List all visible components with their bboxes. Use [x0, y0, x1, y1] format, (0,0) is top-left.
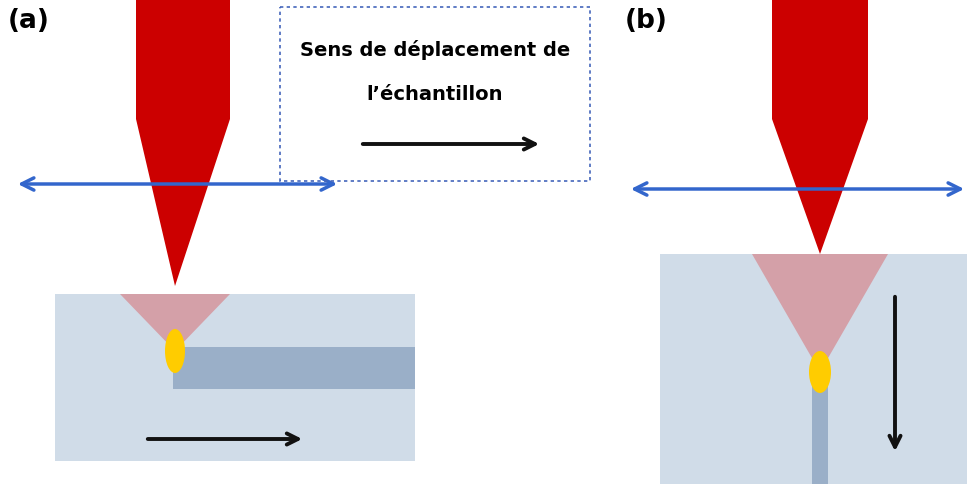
Polygon shape	[772, 120, 868, 255]
Polygon shape	[55, 294, 415, 461]
Polygon shape	[812, 372, 828, 484]
Text: Sens de déplacement de: Sens de déplacement de	[300, 40, 571, 60]
Text: l’échantillon: l’échantillon	[366, 85, 503, 104]
Polygon shape	[136, 0, 230, 120]
Text: (a): (a)	[8, 8, 50, 34]
Polygon shape	[752, 255, 888, 372]
Polygon shape	[136, 120, 230, 287]
Polygon shape	[660, 255, 967, 484]
Polygon shape	[173, 348, 415, 389]
Ellipse shape	[809, 351, 831, 393]
Text: (b): (b)	[625, 8, 668, 34]
Polygon shape	[772, 0, 868, 120]
Polygon shape	[120, 294, 230, 351]
Ellipse shape	[165, 329, 185, 373]
